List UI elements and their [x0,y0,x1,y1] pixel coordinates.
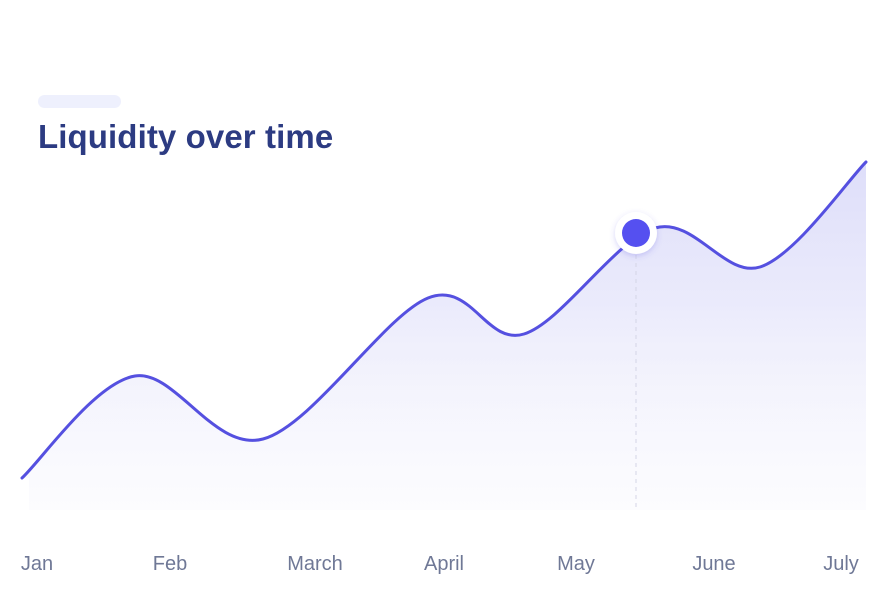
chart-title: Liquidity over time [38,118,334,155]
series-line [20,160,868,480]
highlight-point[interactable] [615,212,657,254]
area-fade [22,162,866,510]
x-tick-label: Feb [153,553,187,575]
x-tick-label: April [424,553,464,575]
x-tick-label: June [692,553,735,575]
highlight-point-dot [622,219,650,247]
x-tick-label: March [287,553,343,575]
x-tick-label: Jan [21,553,53,575]
x-tick-label: July [823,553,859,575]
header-pill [38,95,121,108]
x-tick-label: May [557,553,595,575]
